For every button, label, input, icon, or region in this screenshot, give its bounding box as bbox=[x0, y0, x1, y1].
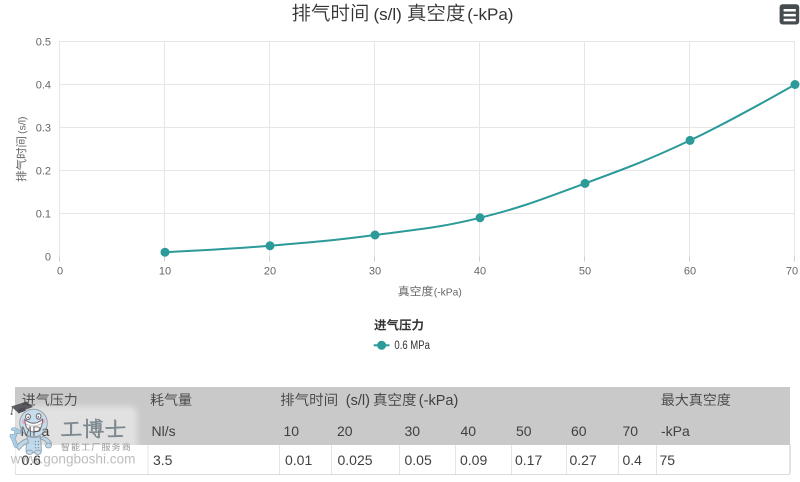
svg-text:(s/l): (s/l) bbox=[346, 393, 370, 409]
svg-text:3.5: 3.5 bbox=[153, 452, 173, 468]
svg-text:0.2: 0.2 bbox=[36, 166, 51, 178]
svg-text:0.05: 0.05 bbox=[405, 452, 432, 468]
svg-text:70: 70 bbox=[786, 266, 798, 278]
svg-text:30: 30 bbox=[369, 266, 381, 278]
svg-text:(-kPa): (-kPa) bbox=[434, 288, 462, 299]
svg-text:0.1: 0.1 bbox=[36, 209, 51, 221]
svg-text:-kPa: -kPa bbox=[661, 423, 690, 439]
svg-text:20: 20 bbox=[264, 266, 276, 278]
svg-text:0.6: 0.6 bbox=[22, 452, 42, 468]
svg-text:0.09: 0.09 bbox=[460, 452, 487, 468]
svg-text:10: 10 bbox=[159, 266, 171, 278]
svg-text:(s/l): (s/l) bbox=[374, 5, 402, 24]
svg-text:(-kPa): (-kPa) bbox=[467, 5, 513, 24]
svg-text:0.17: 0.17 bbox=[515, 452, 542, 468]
svg-text:0: 0 bbox=[57, 266, 63, 278]
svg-text:0.4: 0.4 bbox=[623, 452, 643, 468]
svg-text:60: 60 bbox=[571, 423, 587, 439]
svg-text:www.gongboshi.com: www.gongboshi.com bbox=[10, 452, 136, 467]
svg-text:0.6 MPa: 0.6 MPa bbox=[394, 340, 430, 352]
svg-text:40: 40 bbox=[474, 266, 486, 278]
svg-text:0.27: 0.27 bbox=[570, 452, 597, 468]
svg-text:0: 0 bbox=[45, 252, 51, 264]
svg-text:(s/l): (s/l) bbox=[18, 116, 29, 133]
svg-text:60: 60 bbox=[684, 266, 696, 278]
svg-text:50: 50 bbox=[516, 423, 532, 439]
svg-text:MPa: MPa bbox=[21, 423, 50, 439]
svg-text:0.025: 0.025 bbox=[338, 452, 373, 468]
svg-text:30: 30 bbox=[405, 423, 421, 439]
svg-text:(-kPa): (-kPa) bbox=[419, 393, 458, 409]
svg-text:Nl/s: Nl/s bbox=[152, 423, 176, 439]
svg-text:20: 20 bbox=[337, 423, 353, 439]
svg-text:75: 75 bbox=[660, 452, 676, 468]
svg-text:10: 10 bbox=[284, 423, 300, 439]
svg-text:0.4: 0.4 bbox=[36, 80, 51, 92]
svg-text:0.5: 0.5 bbox=[36, 37, 51, 49]
svg-text:40: 40 bbox=[461, 423, 477, 439]
svg-text:0.01: 0.01 bbox=[285, 452, 312, 468]
svg-text:0.3: 0.3 bbox=[36, 123, 51, 135]
svg-text:50: 50 bbox=[579, 266, 591, 278]
svg-text:70: 70 bbox=[623, 423, 639, 439]
